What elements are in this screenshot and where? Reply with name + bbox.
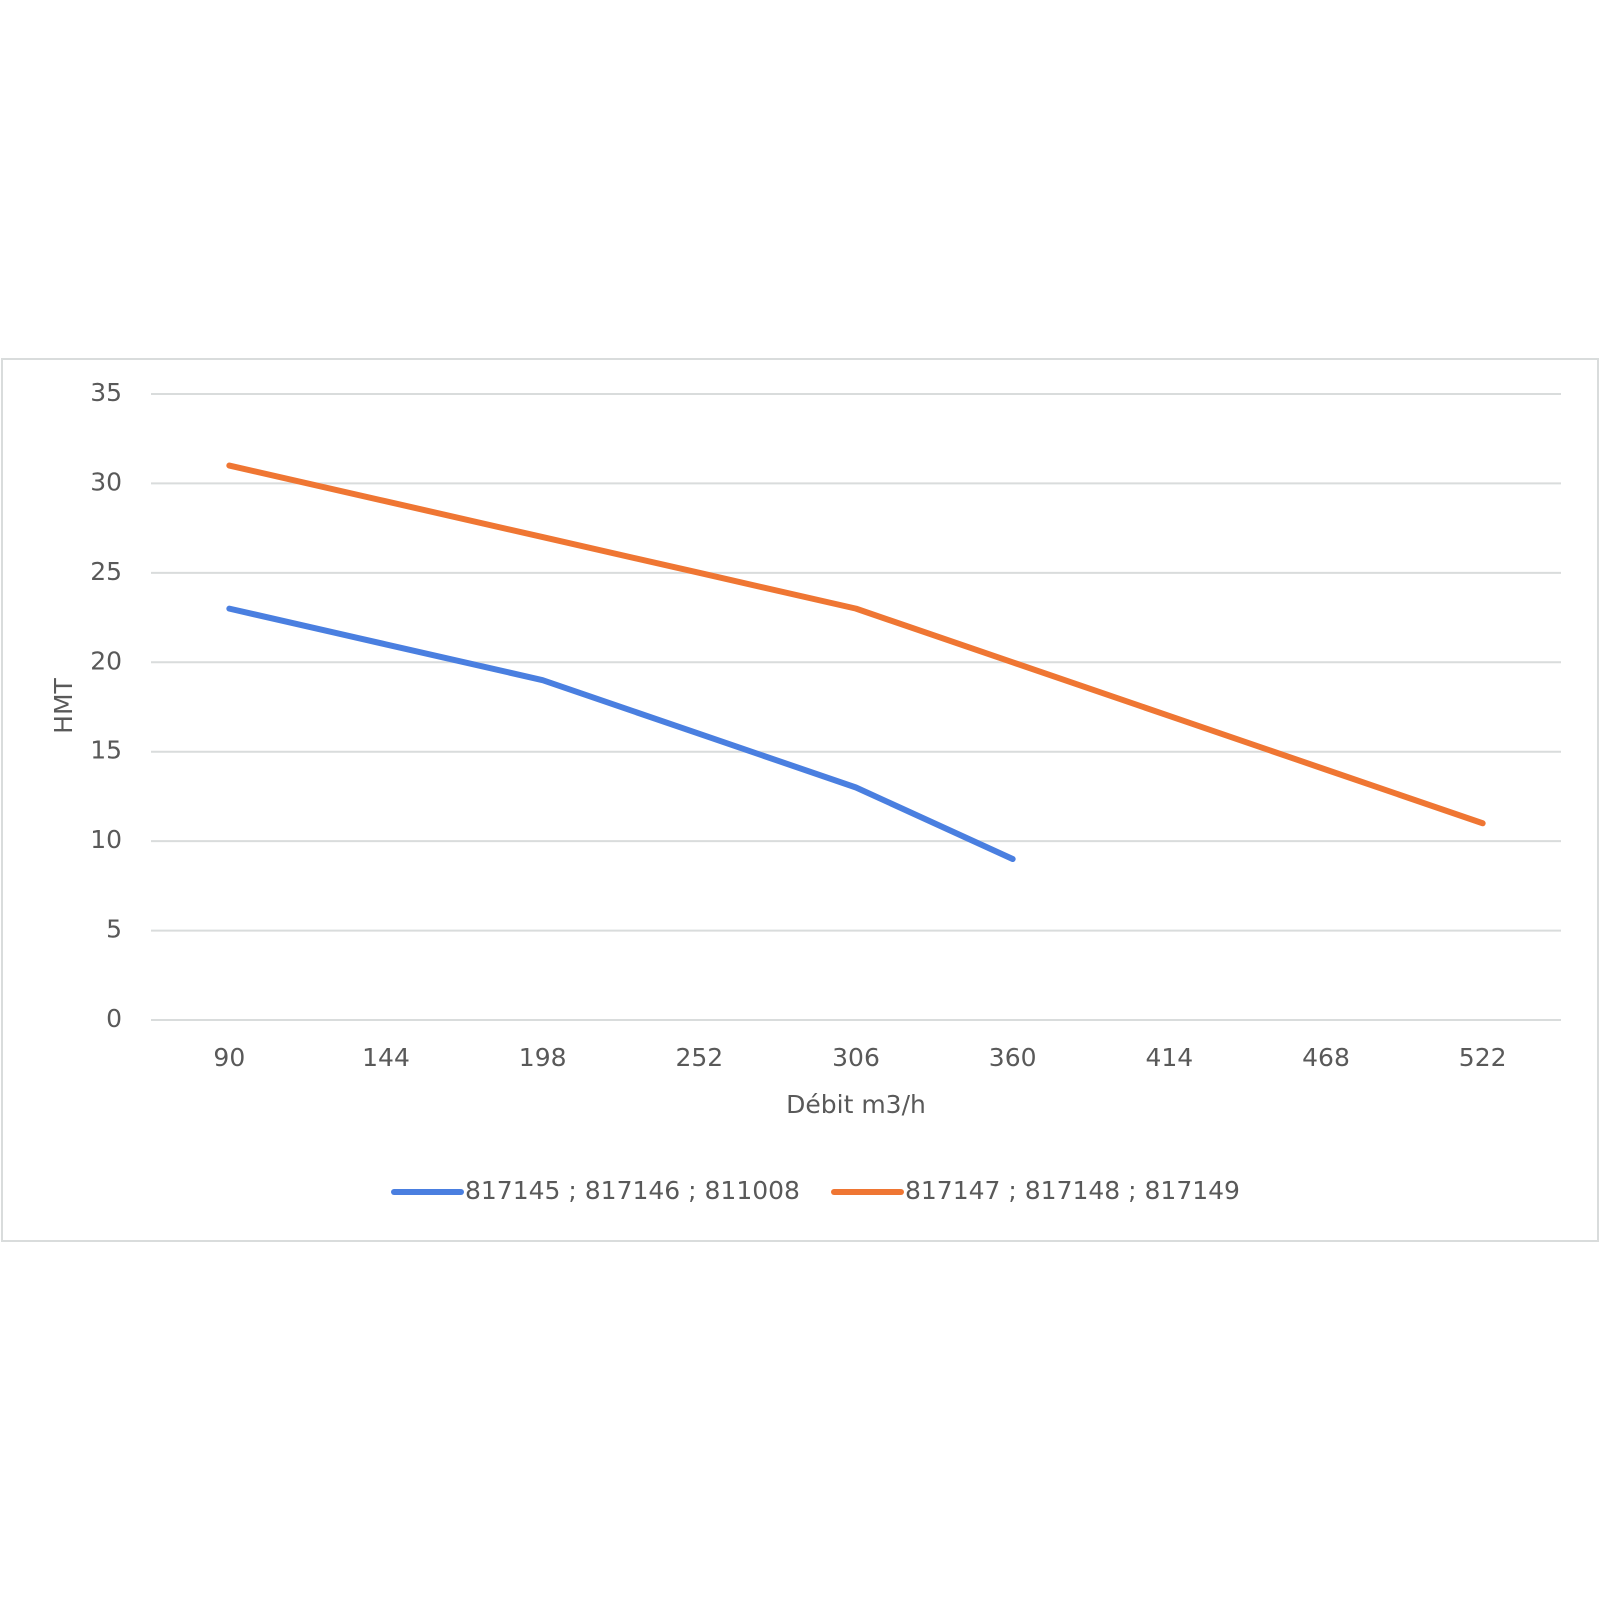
y-tick-label: 0 [106, 1004, 122, 1033]
chart-frame [1, 358, 1599, 1242]
x-tick-label: 90 [213, 1043, 245, 1072]
x-tick-label: 252 [675, 1043, 723, 1072]
x-tick-label: 414 [1145, 1043, 1193, 1072]
x-tick-label: 468 [1302, 1043, 1350, 1072]
x-tick-label: 522 [1459, 1043, 1507, 1072]
x-tick-label: 198 [519, 1043, 567, 1072]
y-tick-label: 25 [90, 557, 122, 586]
y-tick-label: 10 [90, 825, 122, 854]
y-tick-label: 35 [90, 378, 122, 407]
x-tick-label: 360 [989, 1043, 1037, 1072]
y-tick-label: 20 [90, 646, 122, 675]
y-tick-label: 15 [90, 736, 122, 765]
y-tick-label: 5 [106, 915, 122, 944]
legend-label: 817145 ; 817146 ; 811008 [465, 1176, 800, 1205]
legend-label: 817147 ; 817148 ; 817149 [905, 1176, 1240, 1205]
series-line [226, 605, 1016, 863]
x-tick-label: 144 [362, 1043, 410, 1072]
x-tick-label: 306 [832, 1043, 880, 1072]
y-axis-title: HMT [49, 677, 78, 733]
series-line [226, 462, 1486, 827]
y-tick-label: 30 [90, 467, 122, 496]
x-axis-title: Débit m3/h [786, 1090, 926, 1119]
